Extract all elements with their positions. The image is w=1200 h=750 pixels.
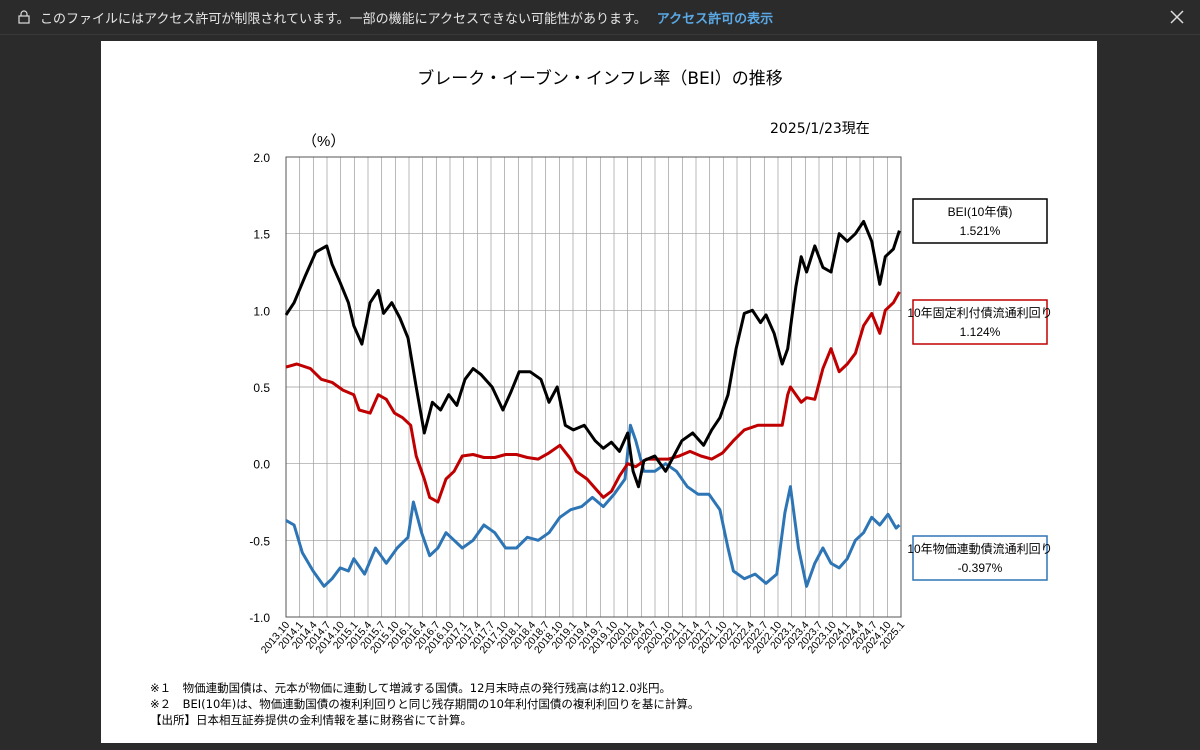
series-line-2: [285, 423, 901, 588]
y-tick-label: 2.0: [253, 151, 270, 165]
chart-title: ブレーク・イーブン・インフレ率（BEI）の推移: [417, 69, 783, 89]
legend-name-0: BEI(10年債): [948, 204, 1013, 219]
grid-lines: [285, 156, 902, 618]
y-tick-labels: 2.0 1.5 1.0 0.5 0.0 -0.5 -1.0: [249, 151, 270, 625]
footnote-source: 【出所】日本相互証券提供の金利情報を基に財務省にて計算。: [150, 713, 472, 727]
legend-box-0: [912, 198, 1048, 244]
as-of-date: 2025/1/23現在: [770, 121, 870, 137]
series-lines: [284, 219, 901, 588]
close-icon[interactable]: [1168, 8, 1186, 26]
y-tick-label: 0.5: [253, 381, 270, 395]
y-tick-label: -0.5: [249, 534, 270, 548]
legend-value-1: 1.124%: [960, 325, 1001, 339]
x-tick-labels: 2013.102014.12014.42014.72014.102015.120…: [259, 619, 908, 656]
document-page: [101, 41, 1097, 743]
y-tick-label: -1.0: [249, 611, 270, 625]
legend-box-2: [912, 535, 1048, 581]
series-line-1: [285, 291, 901, 504]
legend-name-1: 10年固定利付債流通利回り: [907, 305, 1052, 320]
legend-value-2: -0.397%: [958, 561, 1003, 575]
y-tick-label: 1.0: [253, 304, 270, 318]
legend-box-1: [912, 299, 1048, 345]
footnotes: ※１ 物価連動国債は、元本が物価に連動して増減する国債。12月末時点の発行残高は…: [150, 680, 699, 728]
y-tick-label: 0.0: [253, 458, 270, 472]
banner-message: このファイルにはアクセス許可が制限されています。一部の機能にアクセスできない可能…: [40, 11, 647, 27]
view-permissions-link[interactable]: アクセス許可の表示: [656, 11, 774, 27]
permission-banner: このファイルにはアクセス許可が制限されています。一部の機能にアクセスできない可能…: [0, 0, 1200, 35]
series-line-0: [284, 219, 901, 489]
plot-frame: [285, 156, 902, 618]
legend-value-0: 1.521%: [960, 224, 1001, 238]
lock-icon: [18, 10, 30, 24]
footnote-2: ※２ BEI(10年)は、物価連動国債の複利利回りと同じ残存期間の10年利付国債…: [150, 697, 700, 711]
footnote-1: ※１ 物価連動国債は、元本が物価に連動して増減する国債。12月末時点の発行残高は…: [150, 681, 672, 695]
y-tick-label: 1.5: [253, 228, 270, 242]
legend-boxes: BEI(10年債) 1.521% 10年固定利付債流通利回り 1.124% 10年物価連…: [907, 198, 1053, 581]
legend-name-2: 10年物価連動債流通利回り: [907, 541, 1052, 556]
y-axis-label: （%）: [302, 133, 345, 150]
